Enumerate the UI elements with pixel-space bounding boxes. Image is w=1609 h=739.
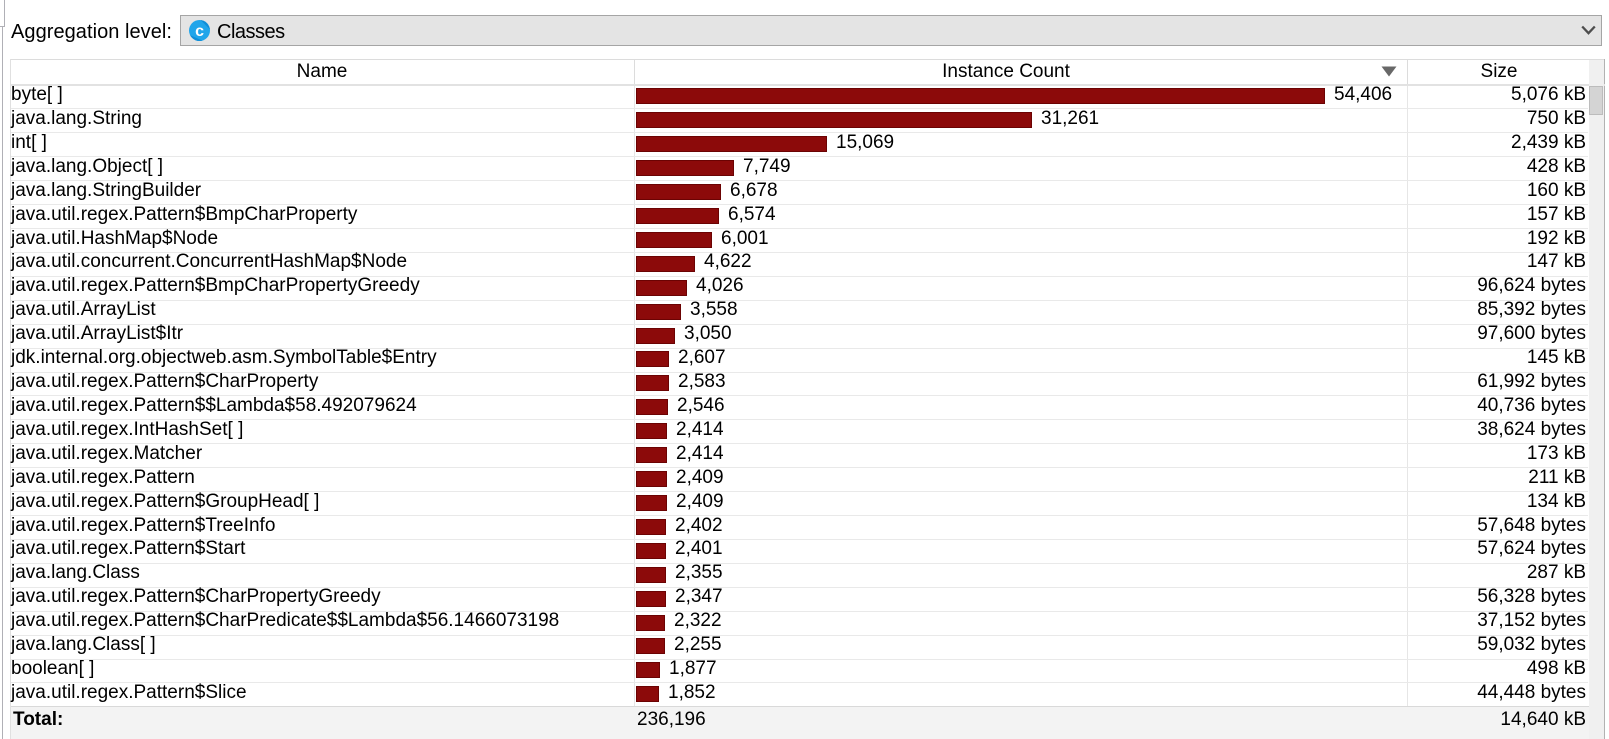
svg-text:c: c [195,23,204,40]
